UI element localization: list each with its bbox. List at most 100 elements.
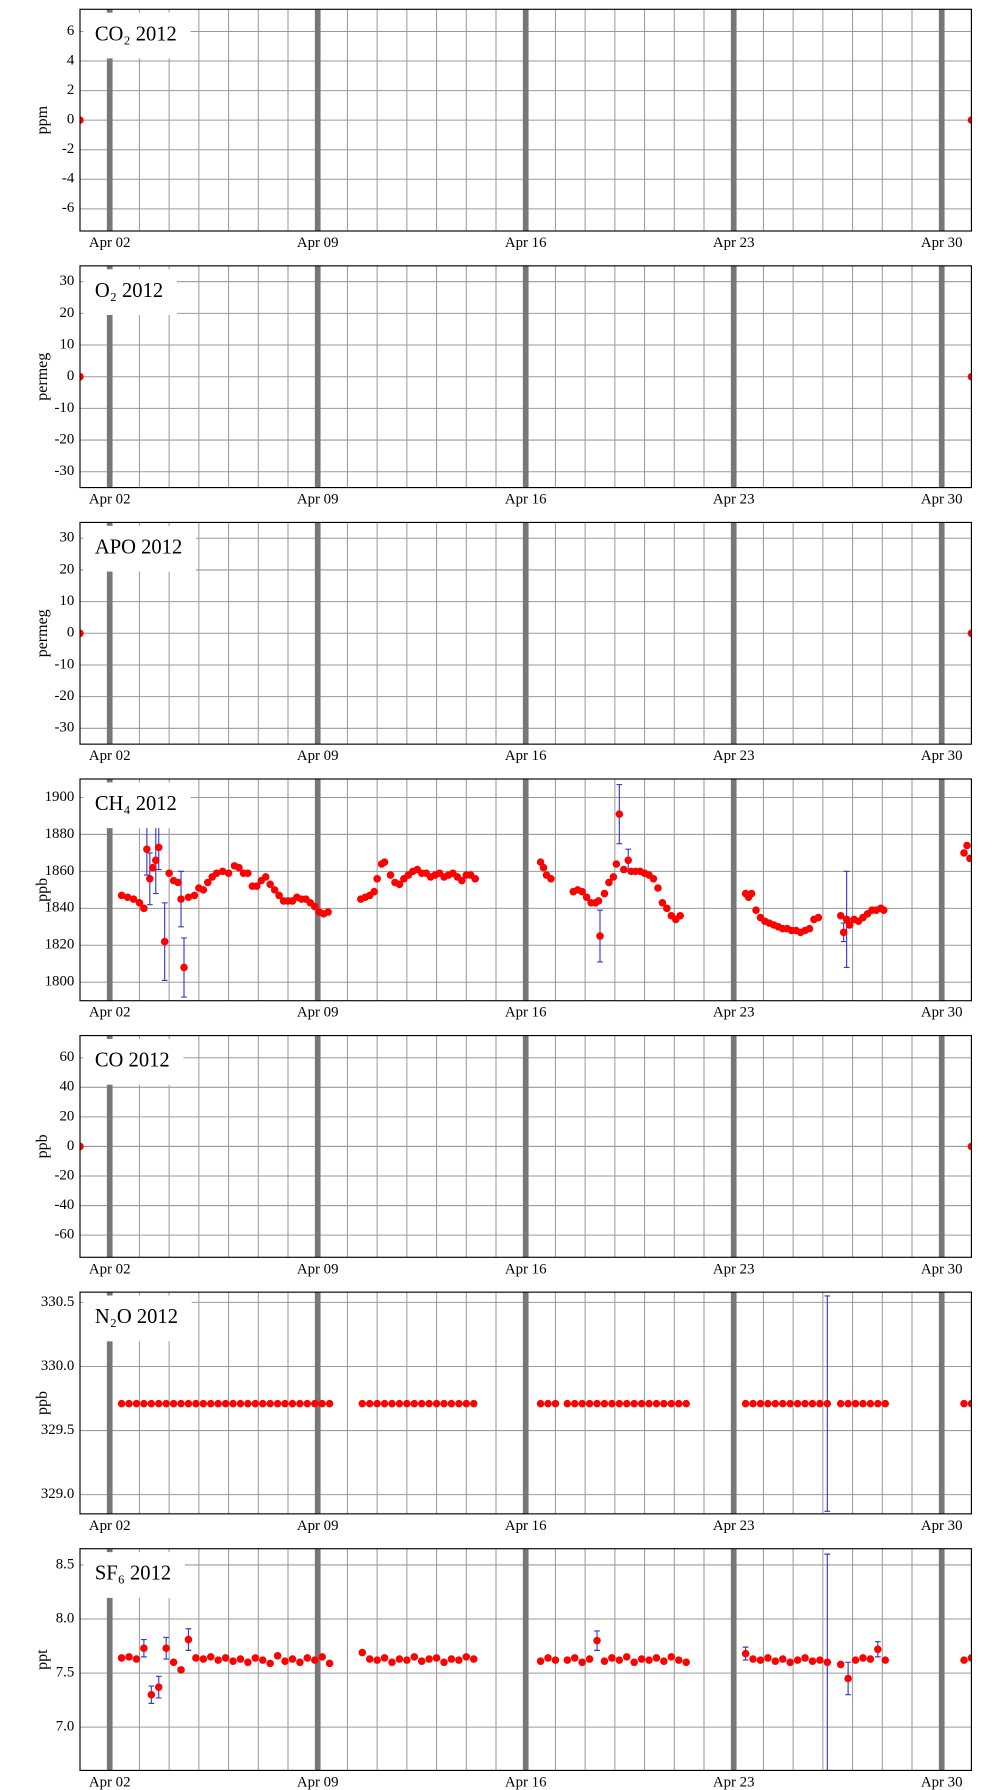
data-point — [380, 1399, 389, 1408]
data-layer — [117, 783, 972, 998]
title-box — [83, 12, 191, 59]
title-box — [83, 269, 177, 315]
data-point — [752, 906, 760, 914]
data-point — [258, 1399, 267, 1408]
plot-frame — [79, 1035, 972, 1258]
y-tick-label: -20 — [54, 688, 74, 704]
data-point — [676, 911, 684, 920]
data-point — [135, 899, 144, 907]
plot-frame — [79, 8, 972, 232]
data-point — [682, 1658, 690, 1667]
data-point — [244, 1658, 252, 1667]
data-layer — [80, 1142, 972, 1151]
y-tick-label: -10 — [54, 656, 74, 672]
y-tick-label: 0 — [67, 112, 74, 128]
data-point — [816, 1656, 824, 1664]
x-tick-label: Apr 09 — [297, 1261, 339, 1277]
data-point — [154, 843, 163, 852]
data-point — [649, 875, 658, 883]
data-point — [169, 1399, 178, 1408]
data-point — [469, 1655, 478, 1663]
data-point — [325, 1659, 334, 1668]
y-axis-label: ppb — [34, 1391, 51, 1415]
x-tick-label: Apr 23 — [713, 235, 755, 251]
y-tick-label: -20 — [54, 431, 74, 447]
data-point — [251, 1654, 260, 1662]
data-point — [637, 1655, 646, 1663]
data-point — [318, 1399, 326, 1408]
data-point — [960, 849, 968, 857]
data-point — [605, 878, 613, 887]
data-point — [261, 873, 270, 881]
data-point — [596, 932, 604, 940]
data-point — [967, 1399, 972, 1408]
data-point — [582, 893, 591, 902]
plot-frame — [79, 1291, 972, 1515]
data-point — [608, 1654, 616, 1662]
data-point — [190, 891, 199, 900]
data-point — [266, 1659, 274, 1668]
x-tick-label: Apr 09 — [297, 748, 339, 764]
panel-title: CO 2012 — [95, 1050, 170, 1072]
x-tick-label: Apr 16 — [505, 748, 547, 764]
x-tick-label: Apr 02 — [89, 748, 131, 764]
data-point — [395, 1655, 404, 1663]
data-point — [967, 1142, 972, 1151]
data-point — [310, 902, 319, 911]
data-point — [281, 1399, 289, 1408]
panel-title: O₂ 2012 — [95, 280, 163, 302]
data-point — [585, 1399, 594, 1408]
x-tick-label: Apr 09 — [297, 1518, 339, 1534]
data-point — [244, 869, 252, 877]
data-point — [593, 1399, 601, 1408]
x-tick-label: Apr 16 — [505, 1005, 547, 1021]
y-tick-label: 1860 — [45, 863, 75, 879]
x-tick-label: Apr 09 — [297, 235, 339, 251]
y-tick-label: -2 — [62, 141, 74, 157]
x-tick-label: Apr 02 — [89, 1261, 131, 1277]
data-point — [764, 1654, 772, 1662]
data-layer — [80, 372, 972, 381]
x-tick-label: Apr 23 — [713, 1261, 755, 1277]
data-point — [373, 875, 381, 883]
data-point — [251, 1399, 260, 1408]
panel-title: SF₆ 2012 — [95, 1563, 171, 1585]
y-tick-label: 4 — [67, 52, 75, 68]
data-point — [458, 876, 466, 885]
data-point — [425, 1655, 433, 1663]
data-point — [771, 1399, 780, 1408]
data-point — [388, 1658, 396, 1667]
x-tick-label: Apr 16 — [505, 1261, 547, 1277]
data-point — [874, 1399, 882, 1408]
data-point — [551, 1399, 560, 1408]
data-point — [180, 963, 188, 972]
data-point — [80, 629, 84, 638]
data-point — [816, 1399, 824, 1408]
x-tick-label: Apr 23 — [713, 1774, 755, 1790]
data-point — [425, 1399, 433, 1408]
data-point — [593, 1636, 601, 1645]
y-tick-label: 330.0 — [41, 1358, 74, 1374]
data-layer — [80, 116, 972, 124]
data-layer — [117, 1295, 972, 1512]
data-point — [866, 1399, 875, 1408]
data-point — [140, 904, 148, 913]
data-point — [630, 1658, 638, 1667]
data-point — [536, 858, 545, 866]
data-point — [570, 1399, 579, 1408]
data-point — [630, 1399, 638, 1408]
data-point — [620, 865, 628, 874]
data-point — [823, 1399, 832, 1408]
data-point — [296, 1658, 304, 1667]
data-point — [654, 884, 662, 892]
y-tick-label: 1820 — [45, 937, 75, 953]
data-point — [169, 1658, 178, 1667]
data-point — [544, 1399, 552, 1408]
data-point — [663, 904, 671, 913]
y-tick-label: 30 — [59, 273, 74, 289]
x-tick-label: Apr 30 — [921, 1518, 963, 1534]
y-tick-label: 0 — [67, 1138, 74, 1154]
title-box — [83, 782, 191, 829]
data-point — [823, 1658, 832, 1667]
data-point — [778, 1655, 787, 1663]
